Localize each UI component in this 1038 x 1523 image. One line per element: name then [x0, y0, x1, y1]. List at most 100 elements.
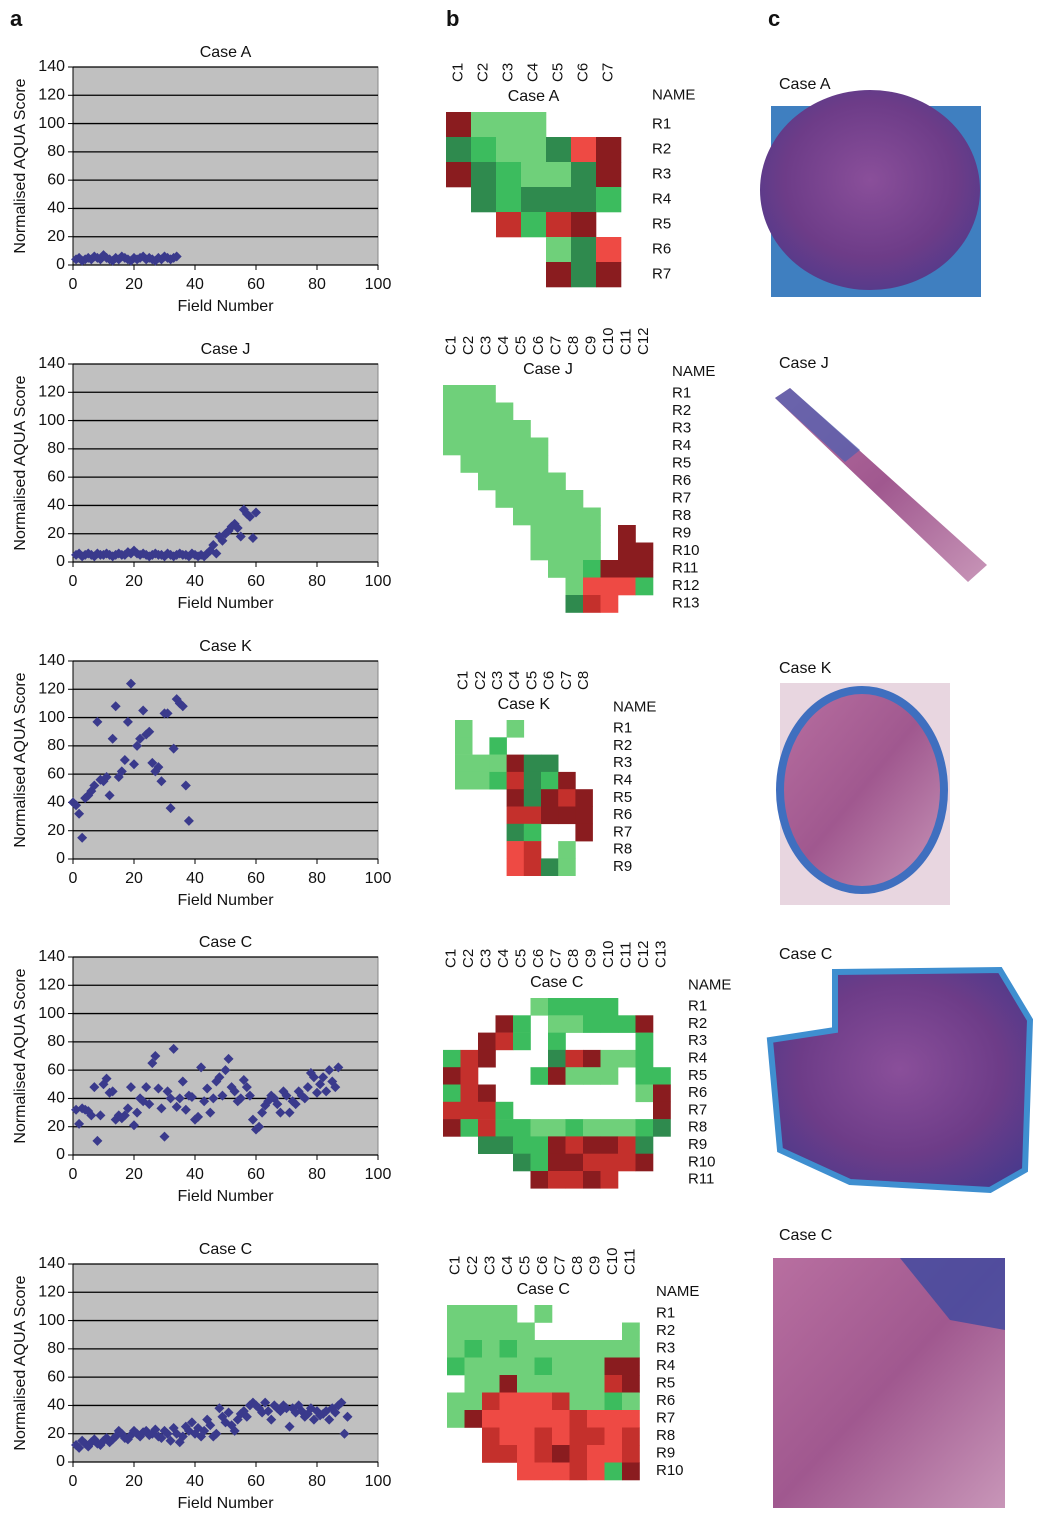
data-point: [315, 1079, 326, 1090]
heatmap-cell: [622, 1322, 640, 1341]
data-point: [186, 1417, 197, 1428]
column-label: C1: [449, 63, 466, 82]
heatmap-cell: [548, 1049, 566, 1068]
row-label: R8: [613, 841, 632, 858]
panel-label: b: [446, 6, 459, 31]
data-point: [74, 808, 85, 819]
data-point: [144, 1099, 155, 1110]
heatmap-cell: [460, 420, 479, 438]
heatmap-cell: [635, 1049, 654, 1068]
heatmap-cell: [622, 1357, 640, 1376]
heatmap-cell: [513, 1119, 531, 1137]
data-point: [168, 1043, 179, 1054]
heatmap-cell: [464, 1357, 483, 1376]
data-point: [125, 678, 136, 689]
heatmap-cell: [618, 525, 636, 543]
y-tick-label: 0: [56, 553, 65, 570]
heatmap-cell: [471, 162, 497, 188]
image-title: Case A: [779, 76, 831, 93]
data-point: [205, 1107, 216, 1118]
heatmap-cell: [478, 1049, 496, 1068]
row-label: R1: [688, 998, 707, 1015]
heatmap-cell: [530, 1067, 549, 1085]
tissue-panel: [775, 388, 987, 582]
y-tick-label: 80: [47, 143, 65, 160]
data-point: [302, 1082, 313, 1093]
column-label: C6: [530, 336, 547, 355]
data-point: [205, 1420, 216, 1431]
heatmap-cell: [517, 1322, 535, 1341]
x-axis-label: Field Number: [177, 595, 274, 612]
column-label: C2: [460, 336, 477, 355]
x-tick-label: 40: [186, 870, 204, 887]
data-point: [135, 733, 146, 744]
heatmap-cell: [583, 577, 601, 596]
plot-area: [72, 956, 379, 1156]
data-point: [71, 800, 82, 811]
heatmap-cell: [552, 1410, 570, 1428]
heatmap-cell: [478, 1101, 496, 1120]
heatmap-cell: [571, 237, 597, 263]
heatmap-cell: [552, 1445, 570, 1463]
data-point: [125, 1082, 136, 1093]
heatmap-cell: [460, 1101, 479, 1120]
heatmap-cell: [496, 112, 522, 138]
heatmap-cell: [565, 1015, 584, 1033]
data-point: [281, 1403, 292, 1414]
heatmap-cell: [622, 1445, 640, 1463]
heatmap-cell: [489, 737, 507, 755]
y-tick-label: 120: [38, 1284, 65, 1301]
y-tick-label: 140: [38, 652, 65, 669]
image-title: Case K: [779, 660, 832, 677]
data-point: [74, 1442, 85, 1453]
heatmap-cell: [517, 1392, 535, 1411]
row-label: R7: [688, 1101, 707, 1118]
column-label: C2: [474, 63, 491, 82]
heatmap-cell: [455, 771, 473, 790]
y-tick-label: 40: [47, 794, 65, 811]
data-point: [174, 1093, 185, 1104]
heatmap-cell: [635, 1032, 654, 1051]
row-label: R2: [688, 1015, 707, 1032]
heatmap-cell: [569, 1410, 588, 1428]
column-label: C11: [622, 1249, 639, 1275]
data-point: [272, 1099, 283, 1110]
row-label: R8: [656, 1427, 675, 1444]
y-tick-label: 20: [47, 822, 65, 839]
heatmap-cell: [548, 1171, 566, 1189]
heatmap-cell: [443, 437, 461, 456]
heatmap-cell: [447, 1357, 465, 1376]
y-tick-label: 120: [38, 87, 65, 104]
heatmap-cell: [513, 1136, 531, 1154]
heatmap-cell: [478, 1084, 496, 1103]
data-point: [119, 549, 130, 560]
column-label: C10: [604, 1247, 621, 1275]
column-label: C3: [489, 671, 506, 690]
row-label: R7: [656, 1410, 675, 1427]
data-point: [95, 1110, 106, 1121]
heatmap-cell: [489, 754, 507, 773]
heatmap-cell: [478, 420, 496, 438]
heatmap-cell: [499, 1340, 518, 1358]
data-point: [202, 1083, 213, 1094]
heatmap-cell: [534, 1357, 553, 1376]
data-point: [165, 1435, 176, 1446]
heatmap-cell: [565, 1153, 584, 1172]
heatmap-cell: [541, 754, 559, 773]
heatmap-cell: [569, 1375, 588, 1393]
row-label: R11: [688, 1171, 714, 1188]
column-label: C5: [517, 1256, 534, 1275]
heatmap-cell: [558, 771, 576, 790]
row-label: R2: [613, 737, 632, 754]
data-point: [254, 1121, 265, 1132]
heatmap-cell: [587, 1427, 605, 1446]
data-point: [214, 1403, 225, 1414]
heatmap-cell: [635, 1119, 654, 1137]
y-tick-label: 100: [38, 1312, 65, 1329]
heatmap-cell: [571, 187, 597, 213]
heatmap-cell: [499, 1445, 518, 1463]
data-point: [159, 1131, 170, 1142]
column-label: C4: [495, 949, 512, 968]
data-point: [165, 1093, 176, 1104]
